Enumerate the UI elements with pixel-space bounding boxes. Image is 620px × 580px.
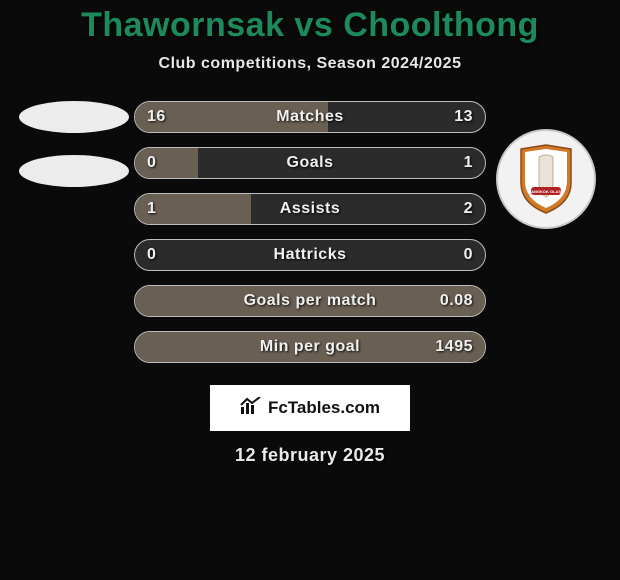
player-placeholder-ellipse [19, 155, 129, 187]
stat-label: Hattricks [274, 246, 347, 264]
stat-fill-left [135, 148, 198, 178]
branding-badge: FcTables.com [210, 385, 410, 431]
stat-label: Matches [276, 108, 344, 126]
stat-value-left: 0 [147, 154, 156, 172]
crest-label: BANGKOK GLASS [528, 189, 564, 194]
subtitle: Club competitions, Season 2024/2025 [159, 55, 462, 73]
stat-value-left: 1 [147, 200, 156, 218]
body-row: 16 Matches 13 0 Goals 1 1 Assists 2 0 Hattricks 0 Go… [0, 101, 620, 363]
shield-icon: BANGKOK GLASS [517, 143, 575, 215]
stat-bar: 0 Hattricks 0 [134, 239, 486, 271]
left-player-col [14, 101, 134, 187]
date-text: 12 february 2025 [235, 445, 385, 466]
stat-label: Assists [280, 200, 340, 218]
stat-bar: Goals per match 0.08 [134, 285, 486, 317]
stat-bar: Min per goal 1495 [134, 331, 486, 363]
club-crest: BANGKOK GLASS [496, 129, 596, 229]
branding-text: FcTables.com [268, 398, 380, 418]
stat-value-right: 13 [454, 108, 473, 126]
stats-column: 16 Matches 13 0 Goals 1 1 Assists 2 0 Hattricks 0 Go… [134, 101, 486, 363]
stat-value-right: 0.08 [440, 292, 473, 310]
page-title: Thawornsak vs Choolthong [81, 6, 539, 45]
stat-value-right: 0 [464, 246, 473, 264]
stat-value-left: 0 [147, 246, 156, 264]
player-placeholder-ellipse [19, 101, 129, 133]
stat-bar: 0 Goals 1 [134, 147, 486, 179]
stat-bar: 16 Matches 13 [134, 101, 486, 133]
stat-value-right: 1495 [435, 338, 473, 356]
stat-label: Goals [287, 154, 334, 172]
stat-value-right: 1 [464, 154, 473, 172]
stat-label: Goals per match [244, 292, 377, 310]
stat-label: Min per goal [260, 338, 360, 356]
right-player-col: BANGKOK GLASS [486, 101, 606, 229]
chart-icon [240, 397, 262, 420]
comparison-infographic: Thawornsak vs Choolthong Club competitio… [0, 0, 620, 580]
stat-value-left: 16 [147, 108, 166, 126]
stat-value-right: 2 [464, 200, 473, 218]
stat-bar: 1 Assists 2 [134, 193, 486, 225]
